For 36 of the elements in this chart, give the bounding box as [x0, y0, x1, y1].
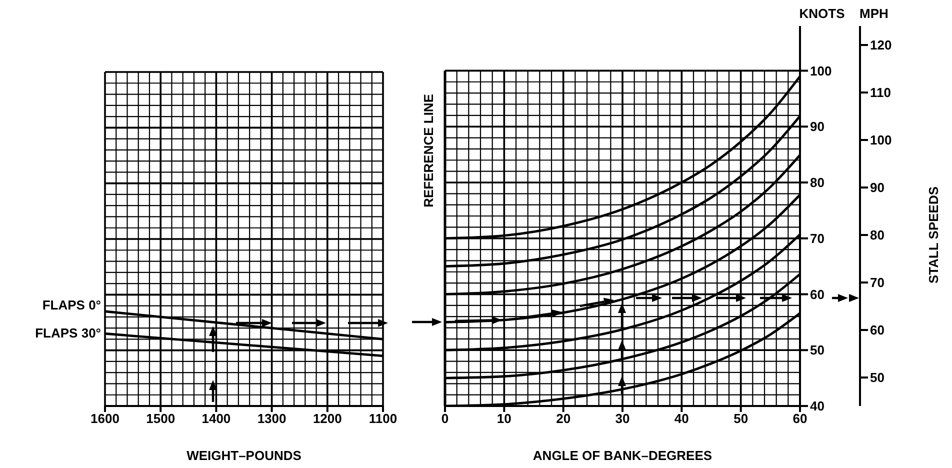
x-tick-label: 30 [615, 411, 630, 426]
y-tick-label: 50 [810, 342, 824, 358]
x-tick-label: 20 [556, 411, 571, 426]
y-tick-label: 80 [810, 175, 824, 190]
y2-tick-label: 80 [870, 228, 884, 243]
text: STALL SPEEDS [926, 186, 941, 284]
x-tick-label: 50 [734, 411, 748, 426]
ref-line-label: REFERENCE LINE [421, 94, 436, 208]
y-tick-label: 60 [810, 286, 824, 302]
x-tick-label: 0 [441, 411, 449, 426]
y2-tick-label: 120 [870, 38, 892, 53]
x-axis-title: ANGLE OF BANK–DEGREES [532, 448, 712, 463]
x-tick-label: 1300 [257, 411, 286, 426]
series-label: FLAPS 30° [35, 326, 101, 341]
y2-tick-label: 90 [870, 180, 884, 196]
y2-tick-label: 50 [870, 370, 884, 386]
x-tick-label: 1200 [312, 411, 342, 426]
x-tick-label: 1100 [368, 411, 398, 426]
y-tick-label: 40 [810, 398, 824, 414]
y2-tick-label: 100 [870, 132, 892, 148]
y2-tick-label: 110 [870, 85, 891, 100]
y2-tick-label: 70 [870, 275, 884, 290]
x-tick-label: 1500 [146, 411, 176, 426]
y-axis-title: KNOTS [799, 6, 846, 21]
x-tick-label: 40 [674, 411, 689, 426]
y-tick-label: 90 [810, 119, 824, 134]
series-label: FLAPS 0° [42, 297, 101, 312]
x-tick-label: 60 [792, 411, 808, 426]
y-tick-label: 70 [810, 230, 824, 246]
x-tick-label: 1400 [202, 411, 231, 426]
x-tick-label: 1600 [90, 411, 120, 426]
x-axis-title: WEIGHT–POUNDS [186, 448, 302, 463]
x-tick-label: 10 [496, 411, 512, 426]
y2-tick-label: 60 [870, 322, 884, 338]
y-tick-label: 100 [810, 63, 832, 78]
y2-axis-title: MPH [860, 6, 888, 21]
